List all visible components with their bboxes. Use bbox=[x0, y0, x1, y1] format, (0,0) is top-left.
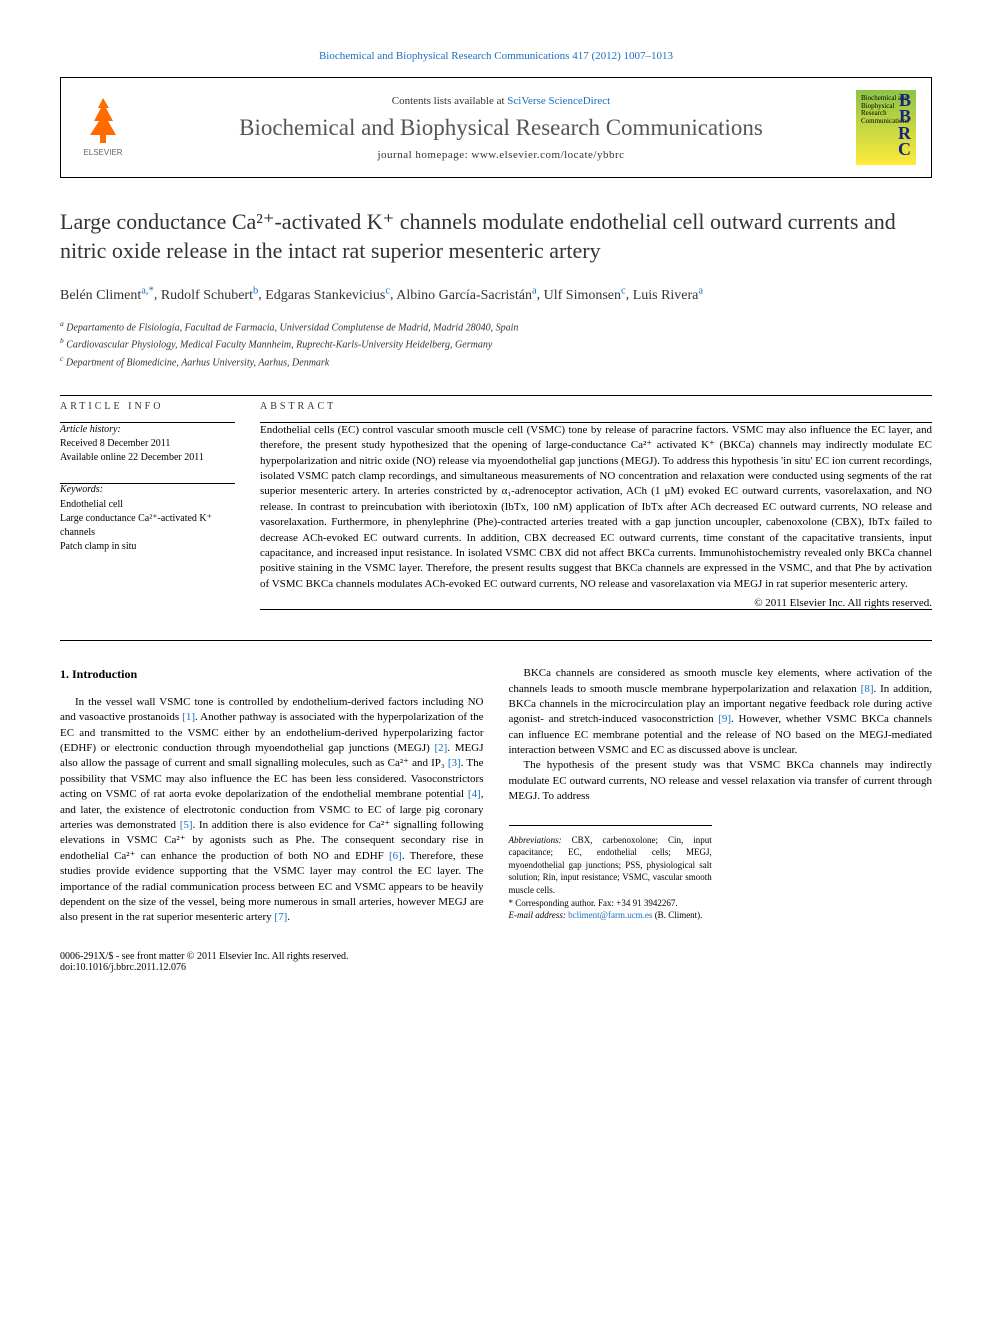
article-info-label: ARTICLE INFO bbox=[60, 401, 235, 412]
affiliation-list: a Departamento de Fisiología, Facultad d… bbox=[60, 318, 932, 370]
journal-homepage[interactable]: journal homepage: www.elsevier.com/locat… bbox=[146, 149, 856, 161]
divider bbox=[60, 395, 932, 396]
received-date: Received 8 December 2011 bbox=[60, 437, 235, 451]
journal-header: ELSEVIER Contents lists available at Sci… bbox=[60, 77, 932, 178]
available-date: Available online 22 December 2011 bbox=[60, 451, 235, 465]
footnote-box: Abbreviations: CBX, carbenoxolone; Cin, … bbox=[509, 825, 712, 922]
author: Edgaras Stankeviciusc bbox=[265, 288, 390, 303]
article-title: Large conductance Ca²⁺-activated K⁺ chan… bbox=[60, 208, 932, 265]
keywords-label: Keywords: bbox=[60, 484, 235, 495]
keywords-list: Endothelial cell Large conductance Ca²⁺-… bbox=[60, 498, 235, 554]
corresponding-author: * Corresponding author. Fax: +34 91 3942… bbox=[509, 897, 712, 910]
svg-text:ELSEVIER: ELSEVIER bbox=[83, 148, 122, 157]
author-list: Belén Climenta,*, Rudolf Schubertb, Edga… bbox=[60, 283, 932, 306]
ref-link[interactable]: [8] bbox=[861, 683, 874, 695]
sciverse-link[interactable]: SciVerse ScienceDirect bbox=[507, 95, 610, 107]
abstract-label: ABSTRACT bbox=[260, 401, 932, 412]
email-link[interactable]: bcliment@farm.ucm.es bbox=[568, 910, 652, 920]
affiliation: a Departamento de Fisiología, Facultad d… bbox=[60, 318, 932, 335]
intro-paragraph: BKCa channels are considered as smooth m… bbox=[509, 666, 933, 758]
ref-link[interactable]: [1] bbox=[182, 711, 195, 723]
abstract-copyright: © 2011 Elsevier Inc. All rights reserved… bbox=[260, 597, 932, 609]
author: Albino García-Sacristána bbox=[396, 288, 536, 303]
journal-name: Biochemical and Biophysical Research Com… bbox=[146, 115, 856, 141]
contents-list-text: Contents lists available at SciVerse Sci… bbox=[146, 95, 856, 107]
author: Ulf Simonsenc bbox=[544, 288, 626, 303]
affiliation: c Department of Biomedicine, Aarhus Univ… bbox=[60, 353, 932, 370]
abstract-text: Endothelial cells (EC) control vascular … bbox=[260, 423, 932, 592]
email-label: E-mail address: bbox=[509, 910, 569, 920]
history-label: Article history: bbox=[60, 423, 235, 437]
intro-paragraph: The hypothesis of the present study was … bbox=[509, 758, 933, 804]
intro-paragraph: In the vessel wall VSMC tone is controll… bbox=[60, 695, 484, 926]
ref-link[interactable]: [3] bbox=[448, 757, 461, 769]
bbrc-cover-logo: Biochemical and Biophysical Research Com… bbox=[856, 90, 916, 165]
journal-citation[interactable]: Biochemical and Biophysical Research Com… bbox=[60, 50, 932, 62]
ref-link[interactable]: [6] bbox=[389, 850, 402, 862]
ref-link[interactable]: [2] bbox=[435, 742, 448, 754]
intro-heading: 1. Introduction bbox=[60, 666, 484, 683]
divider bbox=[260, 609, 932, 610]
introduction-section: 1. Introduction In the vessel wall VSMC … bbox=[60, 666, 932, 926]
page-footer: 0006-291X/$ - see front matter © 2011 El… bbox=[60, 951, 932, 973]
author: Belén Climenta,* bbox=[60, 288, 154, 303]
ref-link[interactable]: [9] bbox=[718, 713, 731, 725]
ref-link[interactable]: [4] bbox=[468, 788, 481, 800]
doi-line: doi:10.1016/j.bbrc.2011.12.076 bbox=[60, 962, 349, 973]
issn-line: 0006-291X/$ - see front matter © 2011 El… bbox=[60, 951, 349, 962]
elsevier-logo: ELSEVIER bbox=[76, 93, 146, 163]
author: Luis Riveraa bbox=[633, 288, 703, 303]
author: Rudolf Schubertb bbox=[161, 288, 258, 303]
abbrev-label: Abbreviations: bbox=[509, 835, 562, 845]
ref-link[interactable]: [7] bbox=[274, 911, 287, 923]
affiliation: b Cardiovascular Physiology, Medical Fac… bbox=[60, 335, 932, 352]
divider bbox=[60, 640, 932, 641]
ref-link[interactable]: [5] bbox=[180, 819, 193, 831]
